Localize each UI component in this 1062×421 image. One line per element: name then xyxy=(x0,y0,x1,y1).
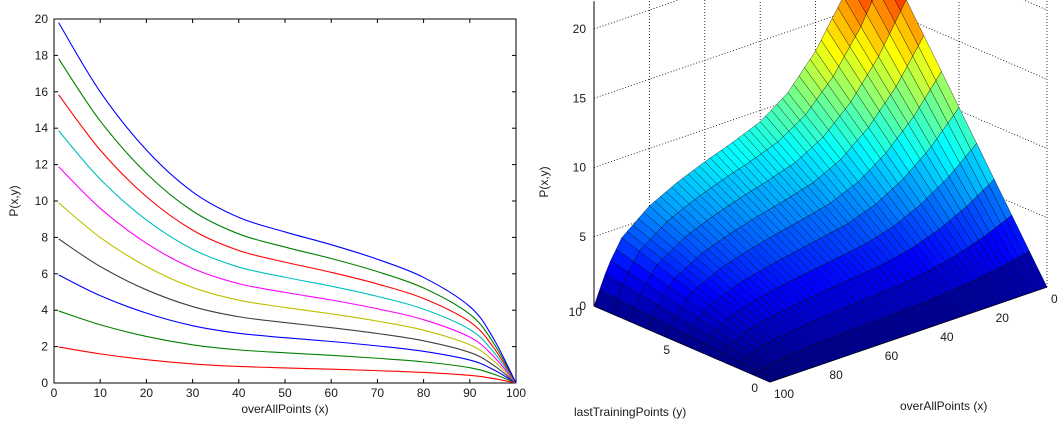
series-line-9 xyxy=(58,58,517,384)
z-tick-label: 10 xyxy=(573,161,587,175)
x-tick-label: 40 xyxy=(940,330,954,344)
x-tick-label: 50 xyxy=(278,386,292,400)
series-line-10 xyxy=(58,22,517,384)
x-tick-label: 90 xyxy=(463,386,477,400)
x-tick-label: 100 xyxy=(774,387,794,401)
grid-line xyxy=(593,0,680,30)
x-tick-label: 40 xyxy=(232,386,246,400)
series-line-4 xyxy=(58,238,517,384)
surface-patch xyxy=(752,370,776,383)
y-tick-label: 10 xyxy=(35,194,49,208)
series-line-1 xyxy=(58,346,517,384)
y-tick-label: 5 xyxy=(663,343,670,357)
grid-line xyxy=(593,2,872,99)
y-tick-label: 16 xyxy=(35,85,49,99)
x-tick-label: 60 xyxy=(325,386,339,400)
y-tick-label: 0 xyxy=(751,381,758,395)
grid-line xyxy=(870,72,1048,149)
surface-chart-ticks: 0 5 10 15 20 0 5 10 100 80 60 40 20 0 xyxy=(569,22,1058,401)
x-tick-label: 0 xyxy=(51,386,58,400)
line-chart-x-ticks: 0 10 20 30 40 50 60 70 80 90 100 xyxy=(51,19,526,400)
x-tick-label: 80 xyxy=(829,368,843,382)
y-tick-label: 2 xyxy=(41,340,48,354)
surface-chart-y-label: lastTrainingPoints (y) xyxy=(574,405,686,419)
grid-line xyxy=(593,72,872,168)
grid-line xyxy=(870,141,1048,219)
z-tick-label: 15 xyxy=(573,91,587,105)
y-tick-label: 20 xyxy=(35,12,49,26)
line-chart: 0 10 20 30 40 50 60 70 80 90 100 0 2 4 6 8 10 12 14 16 18 20… xyxy=(7,12,526,416)
line-chart-y-ticks: 0 2 4 6 8 10 12 14 16 18 20 xyxy=(35,12,516,390)
x-tick-label: 20 xyxy=(140,386,154,400)
x-tick-label: 100 xyxy=(506,386,526,400)
x-tick-label: 10 xyxy=(94,386,108,400)
y-tick-label: 0 xyxy=(41,376,48,390)
y-tick-label: 10 xyxy=(569,305,583,319)
z-tick-label: 0 xyxy=(579,299,586,313)
line-chart-series xyxy=(58,22,517,384)
x-tick-label: 80 xyxy=(417,386,431,400)
grid-line xyxy=(870,2,1048,80)
y-tick-label: 12 xyxy=(35,158,49,172)
surface-chart-surface xyxy=(593,0,1048,383)
series-line-2 xyxy=(58,310,517,384)
line-chart-x-label: overAllPoints (x) xyxy=(241,402,328,416)
x-tick-label: 60 xyxy=(885,349,899,363)
y-tick-label: 14 xyxy=(35,121,49,135)
z-tick-label: 20 xyxy=(573,22,587,36)
y-tick-label: 8 xyxy=(41,230,48,244)
series-line-7 xyxy=(58,130,517,384)
y-tick-label: 6 xyxy=(41,267,48,281)
x-tick-label: 0 xyxy=(1051,292,1058,306)
y-tick-label: 4 xyxy=(41,303,48,317)
x-tick-label: 70 xyxy=(371,386,385,400)
series-line-3 xyxy=(58,274,517,384)
series-line-8 xyxy=(58,94,517,384)
series-line-6 xyxy=(58,166,517,384)
series-line-5 xyxy=(58,202,517,384)
x-tick-label: 30 xyxy=(186,386,200,400)
y-tick-label: 18 xyxy=(35,48,49,62)
z-tick-label: 5 xyxy=(579,230,586,244)
line-chart-y-label: P(x,y) xyxy=(7,185,21,216)
surface-chart-x-label: overAllPoints (x) xyxy=(900,399,987,413)
surface-chart: 0 5 10 15 20 0 5 10 100 80 60 40 20 0 P(x,y) lastTrai… xyxy=(537,0,1058,419)
x-tick-label: 20 xyxy=(996,311,1010,325)
surface-chart-z-label: P(x,y) xyxy=(537,166,551,197)
